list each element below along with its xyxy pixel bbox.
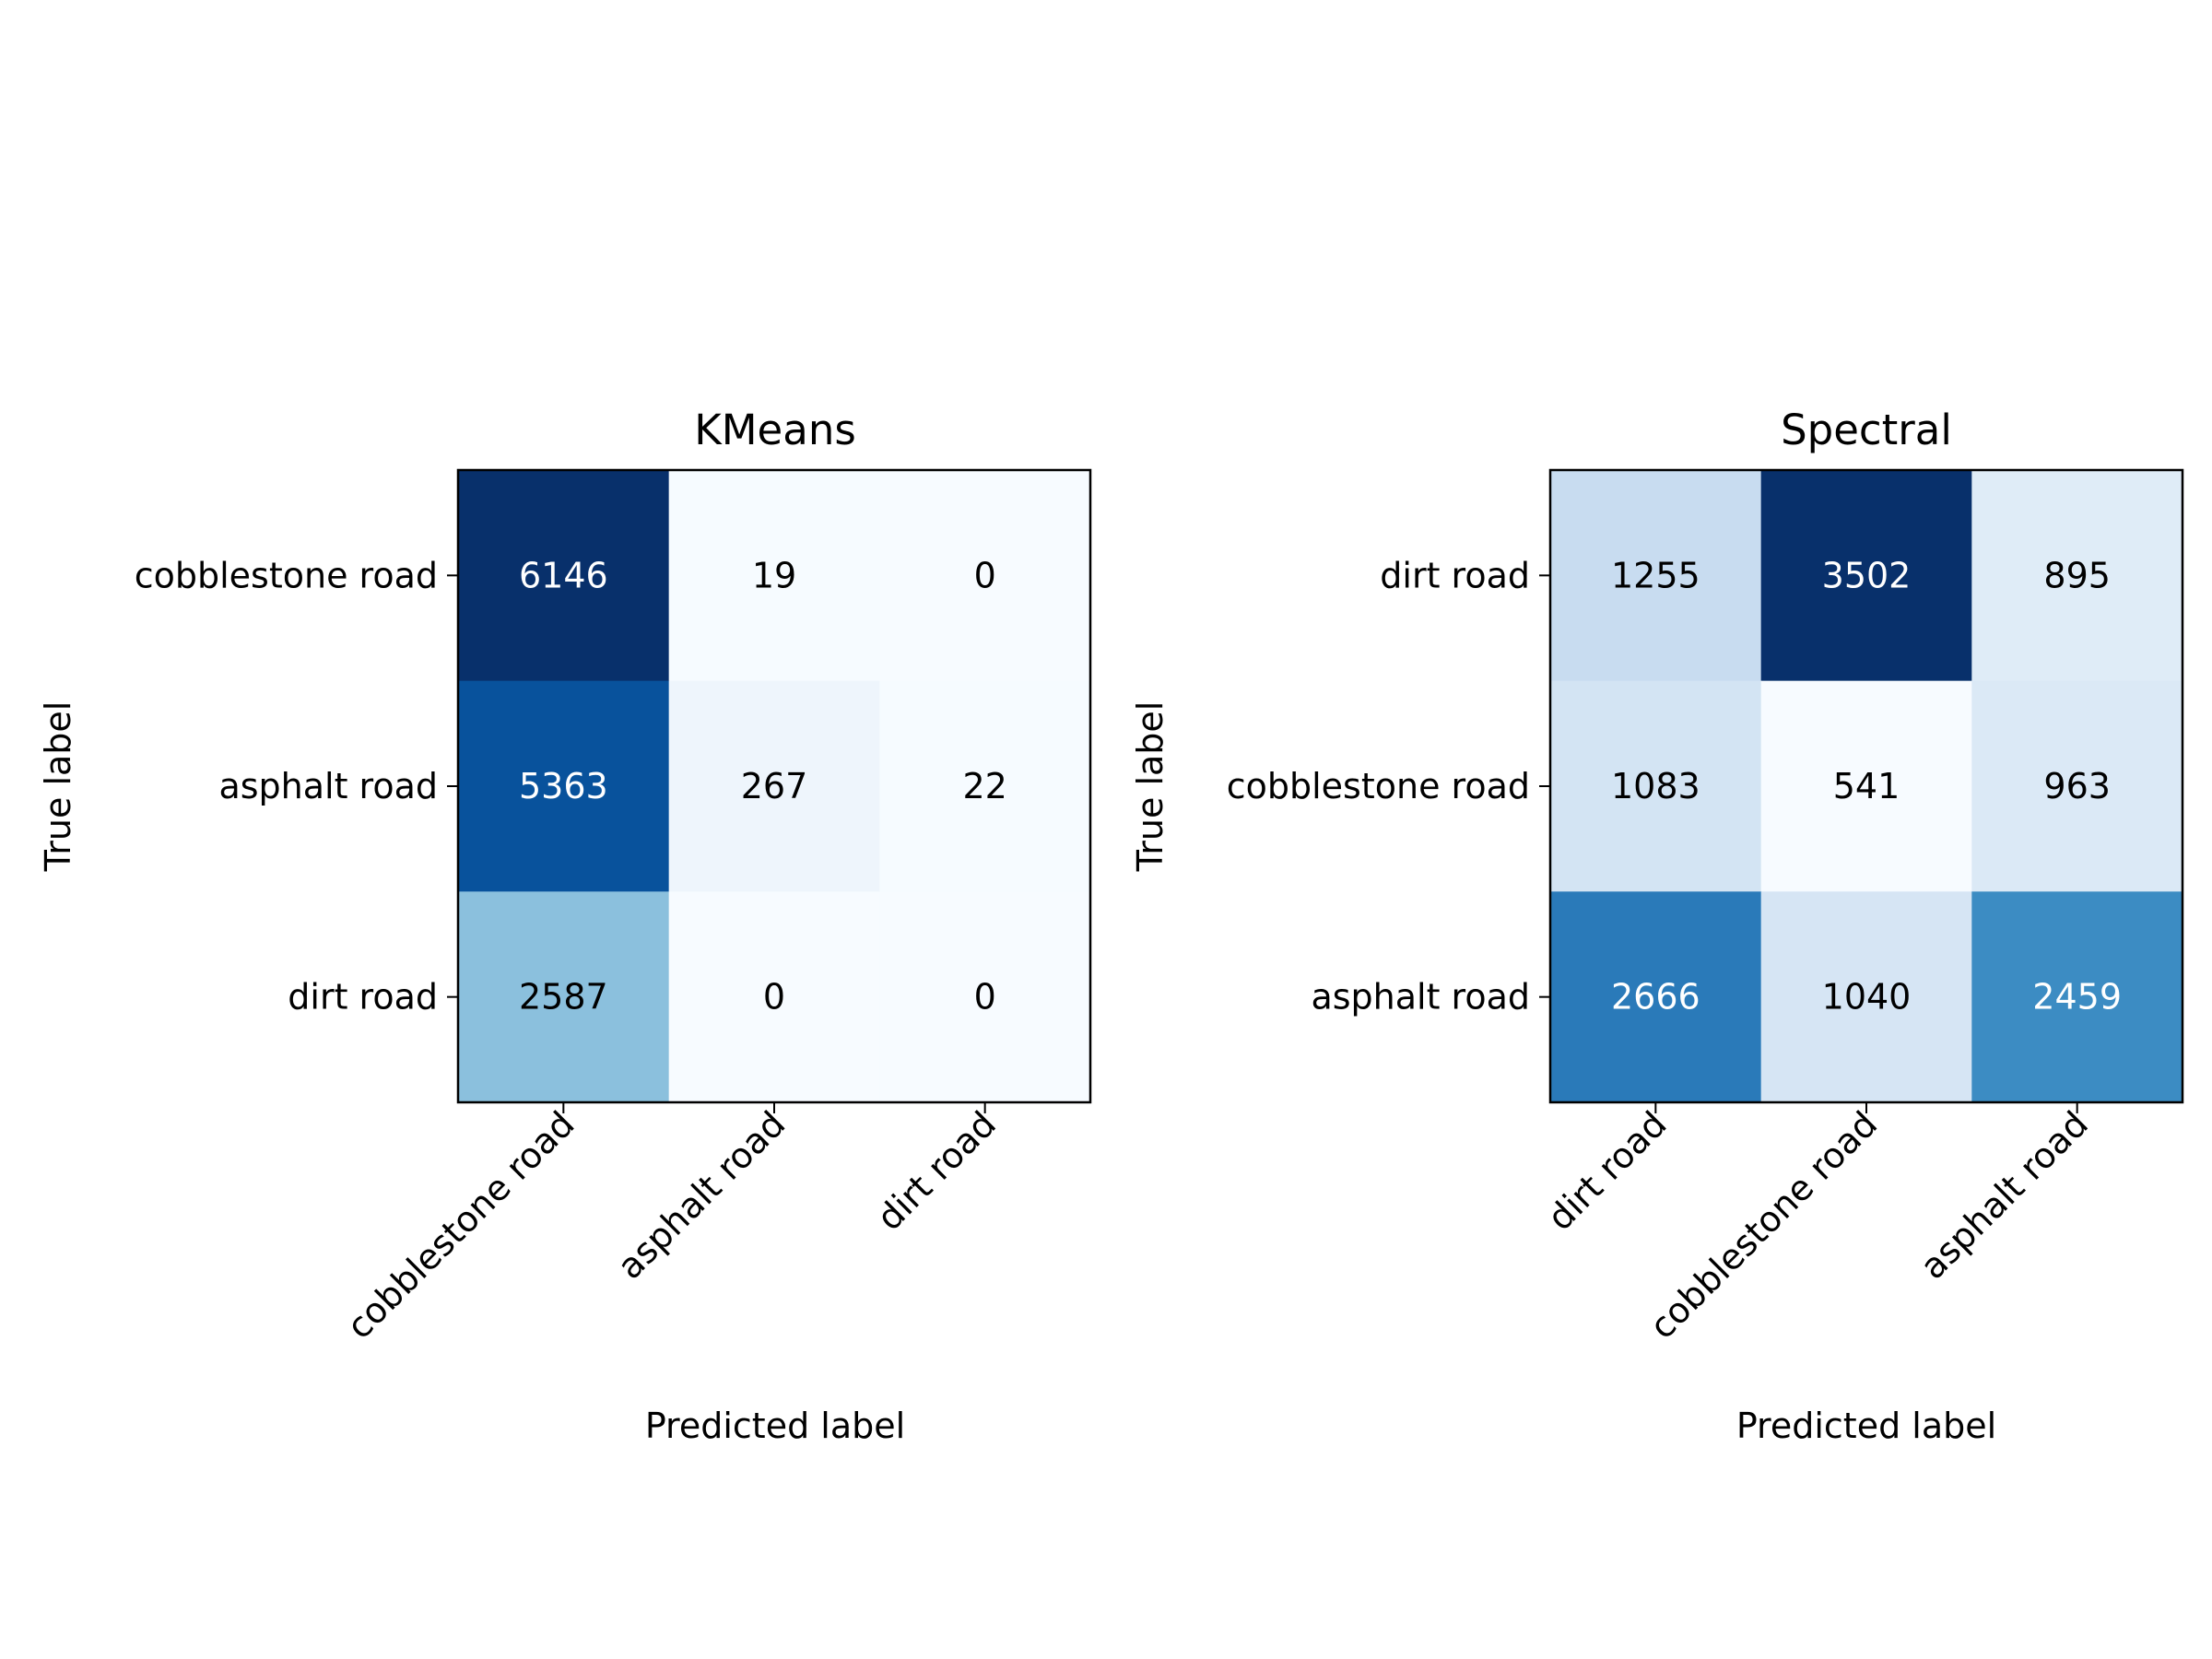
confusion-matrix-spectral: Spectral 1255 3502 895 1083 541 963 2666 1040 24… [1130,406,2184,1446]
heatmap-cell [1760,891,1972,1103]
heatmap-cell [1971,470,2183,682]
heatmap-cell [1760,680,1972,892]
y-tick-label: cobblestone road [135,555,438,595]
heatmap-cell [1550,470,1762,682]
cell-value-label: 1083 [1611,766,1700,806]
cell-value-label: 2666 [1611,977,1700,1018]
y-tick-label: cobblestone road [1227,766,1530,806]
cell-value-label: 19 [752,555,796,595]
heatmap-cell [879,891,1091,1103]
heatmap-cell [1550,891,1762,1103]
x-axis-label-spectral: Predicted label [1736,1406,1996,1446]
heatmap-cell [1971,891,2183,1103]
cell-value-label: 3502 [1822,555,1912,595]
chart-title-spectral: Spectral [1781,406,1952,454]
cell-value-label: 0 [974,977,996,1018]
heatmap-cell [1760,470,1972,682]
cell-value-label: 963 [2043,766,2111,806]
cell-value-label: 1040 [1822,977,1912,1018]
cell-value-label: 6146 [519,555,608,595]
cell-value-label: 22 [962,766,1006,806]
chart-title-kmeans: KMeans [694,406,856,454]
cell-value-label: 2459 [2032,977,2122,1018]
cell-value-label: 0 [974,555,996,595]
cell-value-label: 267 [741,766,808,806]
heatmap-cell [879,470,1091,682]
y-tick-label: dirt road [1380,555,1530,595]
y-axis-label-spectral: True label [1130,701,1171,873]
heatmap-cell [668,680,880,892]
cells-spectral: 1255 3502 895 1083 541 963 2666 1040 2459 [1550,470,2183,1103]
cell-value-label: 895 [2043,555,2111,595]
cell-value-label: 541 [1833,766,1900,806]
heatmap-cell [1971,680,2183,892]
y-axis-label-kmeans: True label [38,701,78,873]
cell-value-label: 0 [763,977,785,1018]
cell-value-label: 5363 [519,766,608,806]
heatmap-cell [458,680,670,892]
heatmap-cell [458,891,670,1103]
heatmap-cell [1550,680,1762,892]
y-tick-label: dirt road [288,977,438,1018]
heatmap-cell [879,680,1091,892]
heatmap-cell [668,470,880,682]
y-tick-label: asphalt road [1311,977,1530,1018]
cell-value-label: 2587 [519,977,608,1018]
cells-kmeans: 6146 19 0 5363 267 22 2587 0 0 [458,470,1091,1103]
confusion-matrix-kmeans: KMeans 6146 19 0 5363 267 22 2587 0 0 cobbleston… [38,406,1092,1446]
heatmap-cell [668,891,880,1103]
cell-value-label: 1255 [1611,555,1700,595]
y-tick-label: asphalt road [218,766,438,806]
x-axis-label-kmeans: Predicted label [645,1406,905,1446]
heatmap-cell [458,470,670,682]
